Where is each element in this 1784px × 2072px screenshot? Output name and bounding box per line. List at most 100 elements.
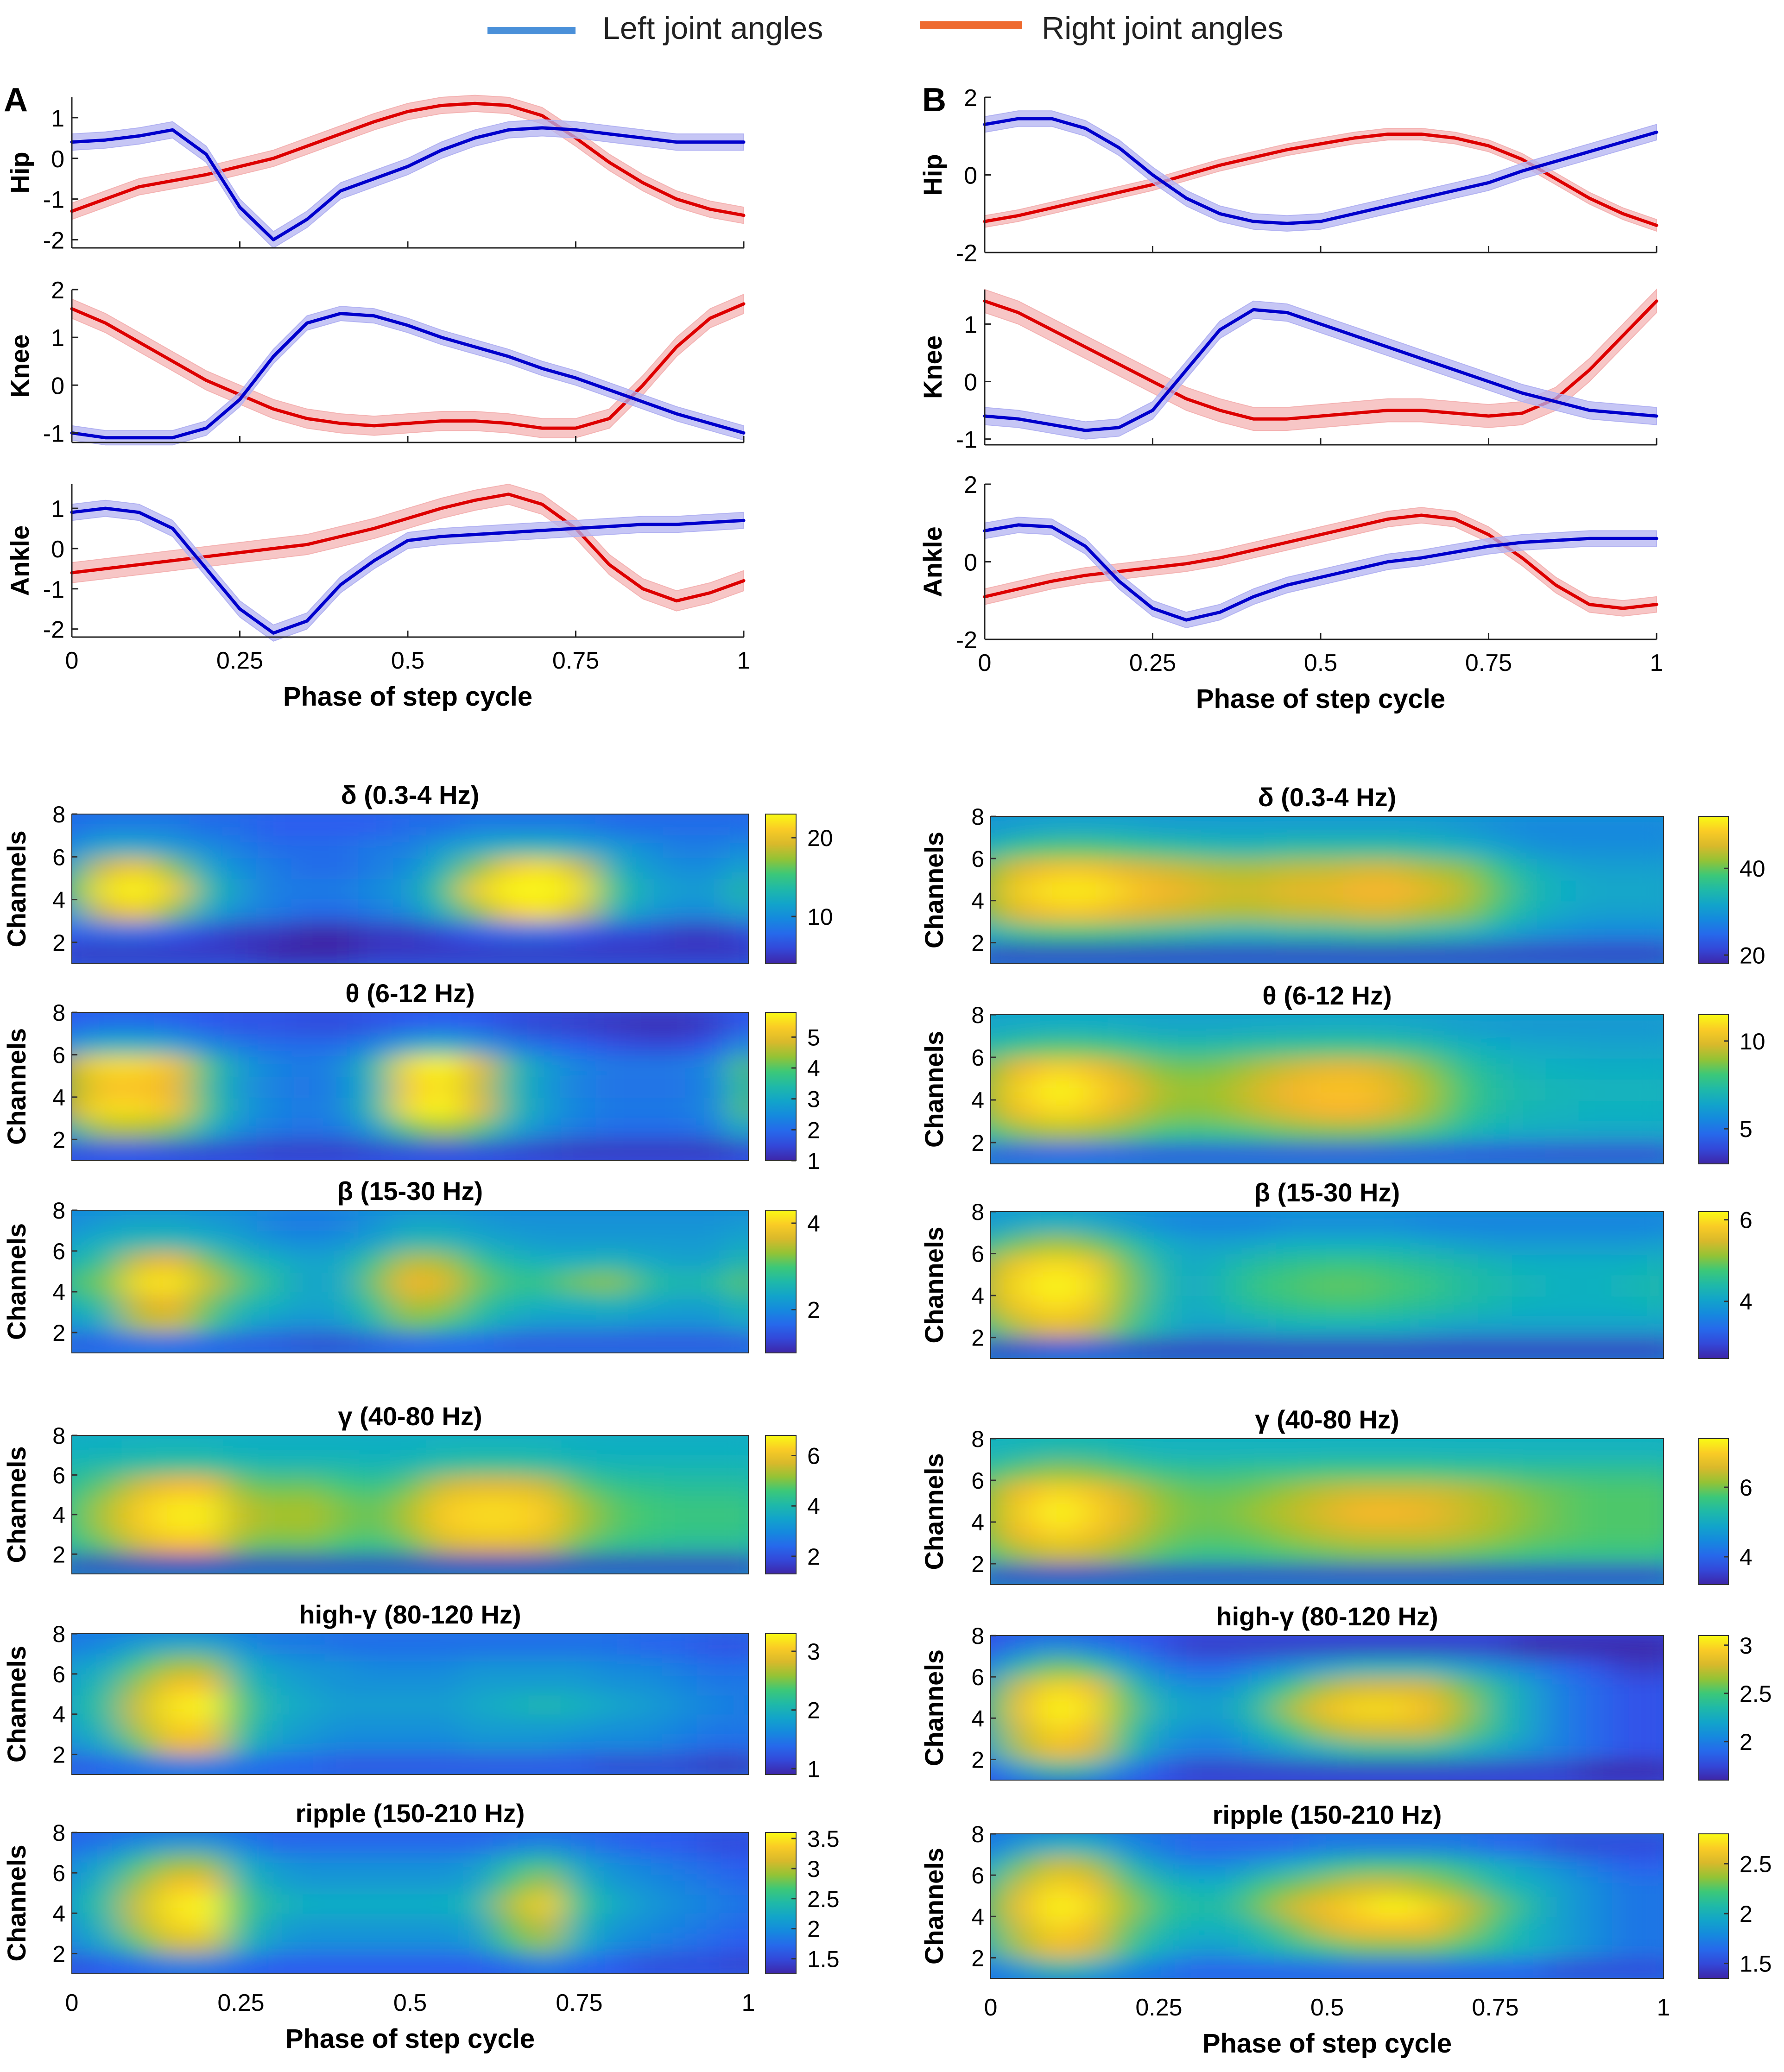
heatmap-cell <box>392 1032 428 1056</box>
heatmap-cell <box>189 1474 225 1496</box>
heatmap-cell <box>358 1713 394 1736</box>
heatmap-cell <box>324 1952 361 1974</box>
heatmap-cell <box>1410 1636 1446 1657</box>
heatmap-cell <box>1309 1874 1345 1897</box>
heatmap-cell <box>561 1932 597 1955</box>
colorbar-tick-label: 2 <box>807 1544 820 1570</box>
heatmap-cell <box>561 1454 597 1476</box>
heatmap-cell <box>1141 857 1177 881</box>
heatmap-cell <box>1074 1252 1110 1276</box>
heatmap-cell <box>358 920 394 943</box>
heatmap-cell <box>72 1435 90 1456</box>
heatmap-cell <box>460 877 496 901</box>
heatmap-cell <box>1175 1936 1210 1959</box>
heatmap-cell <box>1175 857 1210 881</box>
heatmap-cell <box>527 1912 563 1934</box>
heatmap-cell <box>1645 1315 1664 1339</box>
heatmap-cell <box>121 1851 158 1874</box>
heatmap-cell <box>493 1454 530 1476</box>
heatmap-cell <box>1444 857 1480 881</box>
heatmap-cell <box>426 1250 462 1272</box>
heatmap-cell <box>223 941 259 964</box>
heatmap-cell <box>629 1117 665 1141</box>
heatmap-cell <box>1477 878 1513 902</box>
heatmap-cell <box>527 1250 563 1272</box>
heatmap-cell <box>1107 1056 1143 1080</box>
heatmap-cell <box>1074 1099 1110 1122</box>
heatmap-cell <box>629 814 665 837</box>
heatmap-cell <box>493 1032 530 1056</box>
heatmap-cell <box>1511 1737 1547 1761</box>
heatmap-cell <box>72 1311 90 1333</box>
heatmap-cell <box>324 834 361 858</box>
heatmap-cell <box>223 1435 259 1456</box>
heatmap-cell <box>629 1673 665 1695</box>
heatmap-cell <box>1309 1212 1345 1234</box>
heatmap-cell <box>527 1117 563 1141</box>
heatmap-cell <box>1343 1655 1379 1678</box>
heatmap-cell <box>561 1012 597 1035</box>
heatmap-cell <box>189 814 225 837</box>
heatmap-cell <box>1175 1212 1210 1234</box>
heatmap-cell <box>1006 921 1042 944</box>
heatmap-cell <box>1343 1717 1379 1740</box>
heatmap-cell <box>1343 1439 1379 1460</box>
x-axis-label: Phase of step cycle <box>1196 684 1445 714</box>
heatmap-cell <box>88 1332 124 1353</box>
heatmap-cell <box>1578 816 1614 839</box>
heatmap-cell <box>1544 1676 1581 1699</box>
heatmap-cell <box>1376 1957 1412 1978</box>
heatmap-cell <box>257 1533 293 1555</box>
heatmap-cell <box>1410 1099 1446 1122</box>
heatmap-cell <box>629 877 665 901</box>
heatmap-cell <box>1376 1542 1412 1565</box>
heatmap-cell <box>1040 921 1076 944</box>
heatmap-cell <box>1006 1563 1042 1585</box>
heatmap-cell <box>1175 1295 1210 1318</box>
heatmap-cell <box>223 1693 259 1715</box>
heatmap-cell <box>991 1120 1009 1143</box>
heatmap-cell <box>121 1932 158 1955</box>
heatmap-cell <box>1107 1737 1143 1761</box>
heatmap-cell <box>460 1733 496 1756</box>
heatmap-cell <box>1107 1563 1143 1585</box>
heatmap-cell <box>121 1733 158 1756</box>
heatmap-cell <box>189 1117 225 1141</box>
heatmap-cell <box>88 1952 124 1974</box>
heatmap-cell <box>1141 941 1177 964</box>
heatmap-cell <box>1175 878 1210 902</box>
heatmap-cell <box>1544 1056 1581 1080</box>
colorbar-tick-label: 3 <box>1740 1633 1752 1659</box>
heatmap-cell <box>1242 1521 1278 1544</box>
heatmap-cell <box>1208 1915 1244 1938</box>
y-tick-label: 2 <box>52 1541 65 1567</box>
heatmap-cell <box>1040 1834 1076 1856</box>
heatmap-cell <box>88 1054 124 1077</box>
heatmap-cell <box>324 1693 361 1715</box>
heatmap-cell <box>1511 1120 1547 1143</box>
heatmap-cell <box>291 1653 327 1675</box>
heatmap-cell <box>561 1693 597 1715</box>
heatmap-cell <box>629 920 665 943</box>
heatmap-cell <box>561 1230 597 1252</box>
heatmap-cell <box>1006 1521 1042 1544</box>
heatmap-area <box>72 1435 748 1574</box>
heatmap-cell <box>392 1250 428 1272</box>
heatmap-cell <box>324 814 361 837</box>
heatmap-cell <box>1006 1232 1042 1255</box>
heatmap-cell <box>1612 857 1648 881</box>
y-tick-label: 0 <box>964 163 977 190</box>
heatmap-frame <box>990 1833 1664 1979</box>
heatmap-cell <box>629 1513 665 1535</box>
heatmap-cell <box>730 1054 748 1077</box>
heatmap-cell <box>460 1332 496 1353</box>
heatmap-cell <box>1141 1315 1177 1339</box>
heatmap-cell <box>72 920 90 943</box>
heatmap-cell <box>189 1513 225 1535</box>
heatmap-cell <box>527 1653 563 1675</box>
heatmap-cell <box>1141 1078 1177 1101</box>
heatmap-cell <box>189 877 225 901</box>
heatmap-cell <box>460 1513 496 1535</box>
colorbar-tick-label: 3.5 <box>807 1826 840 1852</box>
heatmap-cell <box>1444 836 1480 859</box>
